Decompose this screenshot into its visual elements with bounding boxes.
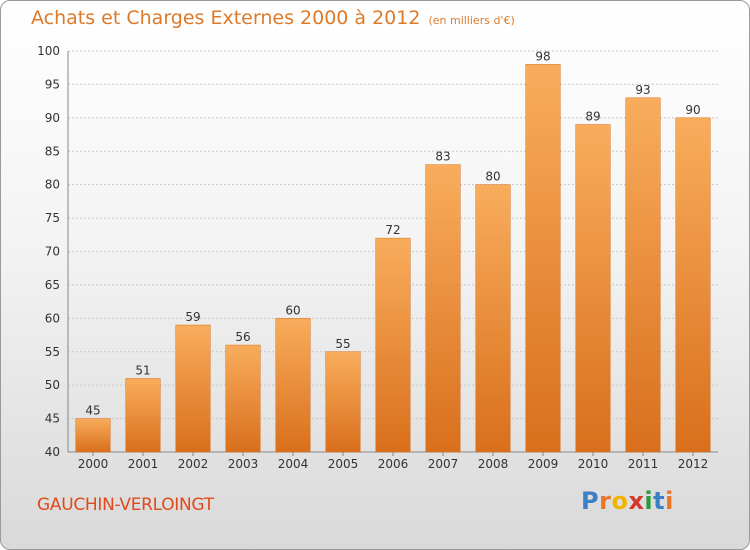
bar <box>175 324 211 453</box>
y-tick-label: 45 <box>45 412 60 426</box>
x-tick-label: 2010 <box>578 457 609 471</box>
x-tick-label: 2001 <box>128 457 159 471</box>
y-tick-label: 55 <box>45 345 60 359</box>
bar <box>475 184 511 453</box>
y-tick-label: 100 <box>37 44 60 58</box>
y-tick-label: 90 <box>45 111 60 125</box>
bar <box>125 378 161 453</box>
y-tick-label: 80 <box>45 178 60 192</box>
y-tick-label: 85 <box>45 144 60 158</box>
bar <box>325 351 361 453</box>
bar <box>525 64 561 453</box>
logo-letter: i <box>644 487 654 515</box>
x-tick-label: 2009 <box>528 457 559 471</box>
bar <box>375 237 411 453</box>
x-tick-label: 2003 <box>228 457 259 471</box>
y-tick-label: 40 <box>45 445 60 459</box>
chart-title: Achats et Charges Externes 2000 à 2012 (e… <box>31 7 515 29</box>
bar <box>225 344 261 453</box>
data-label: 51 <box>135 363 150 377</box>
data-label: 56 <box>235 330 250 344</box>
bar <box>425 164 461 453</box>
y-tick-label: 95 <box>45 77 60 91</box>
x-tick-label: 2000 <box>78 457 109 471</box>
y-tick-label: 75 <box>45 211 60 225</box>
data-label: 72 <box>385 223 400 237</box>
logo-letter: o <box>611 487 629 515</box>
y-tick-label: 50 <box>45 378 60 392</box>
chart-title-text: Achats et Charges Externes 2000 à 2012 <box>31 7 421 29</box>
data-label: 93 <box>635 83 650 97</box>
bar <box>75 418 111 453</box>
commune-name: GAUCHIN-VERLOINGT <box>37 495 214 515</box>
x-tick-label: 2011 <box>628 457 659 471</box>
bar <box>575 124 611 453</box>
y-tick-label: 65 <box>45 278 60 292</box>
x-tick-label: 2006 <box>378 457 409 471</box>
bar <box>675 117 711 453</box>
data-label: 59 <box>185 310 200 324</box>
logo-letter: r <box>599 487 612 515</box>
chart-unit: (en milliers d'€) <box>428 14 515 27</box>
data-label: 83 <box>435 150 450 164</box>
proxiti-logo: Proxiti <box>581 487 674 515</box>
y-tick-label: 70 <box>45 245 60 259</box>
data-label: 55 <box>335 337 350 351</box>
y-tick-label: 60 <box>45 311 60 325</box>
x-tick-label: 2005 <box>328 457 359 471</box>
x-tick-label: 2002 <box>178 457 209 471</box>
bar <box>625 97 661 453</box>
data-label: 80 <box>485 170 500 184</box>
x-tick-label: 2004 <box>278 457 309 471</box>
x-tick-label: 2007 <box>428 457 459 471</box>
logo-letter: t <box>653 487 666 515</box>
logo-letter: P <box>581 487 600 515</box>
data-label: 90 <box>685 103 700 117</box>
data-label: 60 <box>285 303 300 317</box>
data-label: 45 <box>85 404 100 418</box>
data-label: 89 <box>585 110 600 124</box>
x-tick-label: 2012 <box>678 457 709 471</box>
logo-letter: x <box>628 487 645 515</box>
logo-letter: i <box>665 487 674 515</box>
data-label: 98 <box>535 49 550 63</box>
bar <box>275 318 311 453</box>
x-tick-label: 2008 <box>478 457 509 471</box>
